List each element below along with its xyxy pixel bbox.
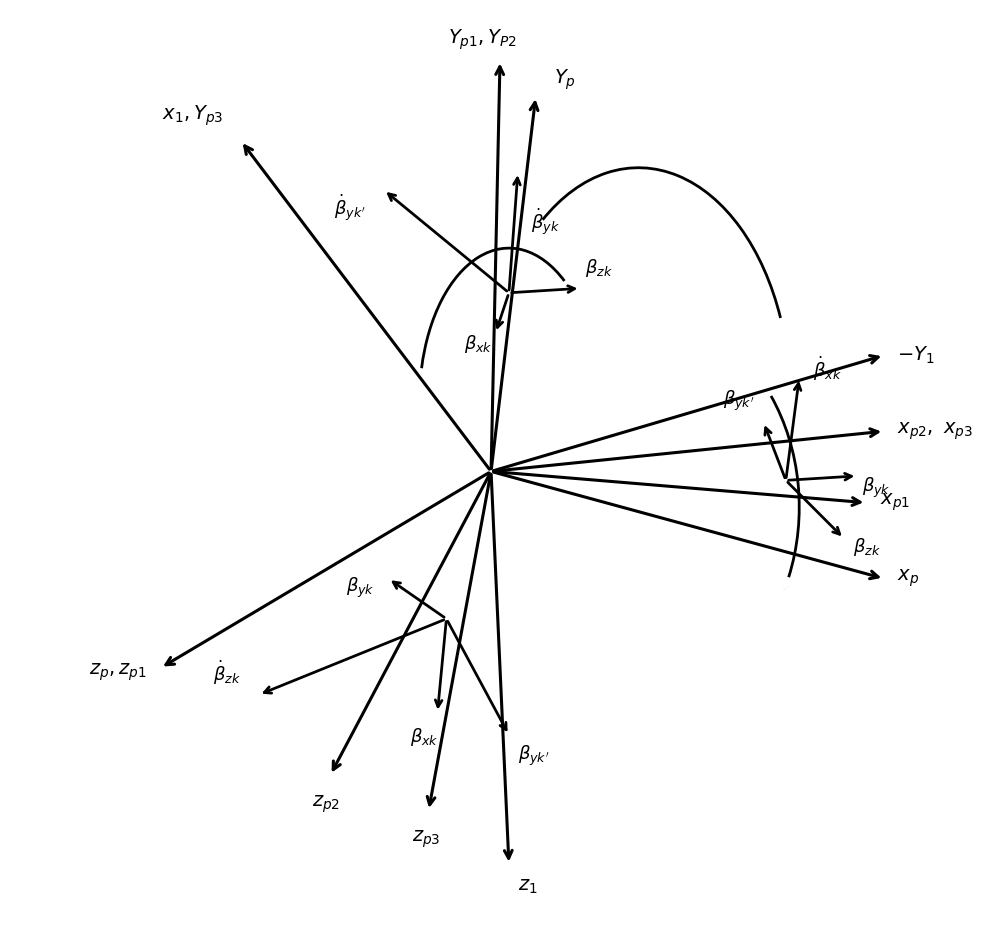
Text: $z_1$: $z_1$ (518, 878, 538, 896)
Text: $\dot{\beta}_{xk}$: $\dot{\beta}_{xk}$ (813, 354, 841, 383)
Text: $\beta_{yk}$: $\beta_{yk}$ (346, 575, 375, 599)
Text: $\beta_{xk}$: $\beta_{xk}$ (464, 333, 493, 355)
Text: $\beta_{xk}$: $\beta_{xk}$ (410, 726, 438, 748)
Text: $-Y_1$: $-Y_1$ (897, 345, 935, 366)
Text: $x_1,Y_{p3}$: $x_1,Y_{p3}$ (162, 103, 223, 128)
Text: $x_{p2},\ x_{p3}$: $x_{p2},\ x_{p3}$ (897, 421, 974, 442)
Text: $Y_{p1},Y_{P2}$: $Y_{p1},Y_{P2}$ (448, 27, 517, 52)
Text: $\dot{\beta}_{zk}$: $\dot{\beta}_{zk}$ (213, 659, 241, 686)
Text: $\beta_{zk}$: $\beta_{zk}$ (585, 257, 613, 279)
Text: $z_{p3}$: $z_{p3}$ (412, 829, 441, 850)
Text: $z_p,z_{p1}$: $z_p,z_{p1}$ (89, 661, 147, 684)
Text: $\dot{\beta}_{yk}$: $\dot{\beta}_{yk}$ (531, 206, 560, 237)
Text: $\beta_{yk'}$: $\beta_{yk'}$ (518, 744, 549, 768)
Text: $z_{p2}$: $z_{p2}$ (312, 793, 340, 815)
Text: $Y_p$: $Y_p$ (554, 68, 576, 92)
Text: $x_p$: $x_p$ (897, 568, 920, 589)
Text: $\beta_{yk}$: $\beta_{yk}$ (862, 475, 890, 500)
Text: $\beta_{yk'}$: $\beta_{yk'}$ (723, 389, 755, 413)
Text: $x_{p1}$: $x_{p1}$ (880, 492, 910, 513)
Text: $\beta_{zk}$: $\beta_{zk}$ (853, 536, 881, 559)
Text: $\dot{\beta}_{yk'}$: $\dot{\beta}_{yk'}$ (334, 192, 366, 223)
